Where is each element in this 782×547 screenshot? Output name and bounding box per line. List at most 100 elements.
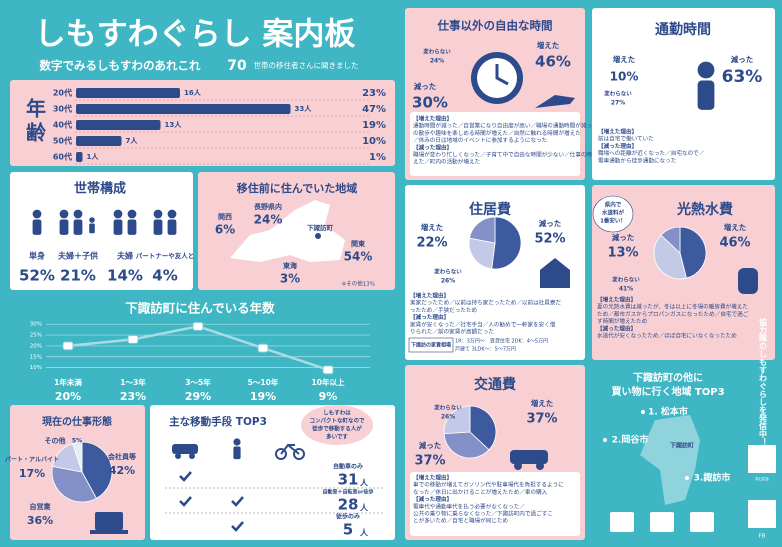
label: 3.諏訪市: [694, 472, 731, 484]
section-title: 下諏訪町の他に: [633, 371, 703, 384]
label: 変わらない: [423, 48, 451, 56]
label: 単身: [29, 251, 45, 261]
y-tick-label: 10%: [30, 365, 42, 371]
label: 36%: [27, 514, 53, 527]
y-tick-label: 15%: [30, 354, 42, 360]
shop-icon: [690, 512, 714, 532]
label: 東海: [283, 261, 297, 270]
laptop-icon: [90, 530, 128, 534]
label: 60代: [53, 152, 72, 162]
reason-text: 実家だったため／以前は持ち家だったため／以前は社員寮だ: [410, 299, 561, 307]
label: パート・アルバイト: [5, 456, 59, 464]
label: 26%: [441, 278, 455, 285]
label: 7人: [126, 136, 139, 145]
label: 人: [360, 503, 369, 513]
pie-slice: [51, 465, 97, 503]
label: その他: [45, 436, 66, 445]
reason-text: 【増えた理由】: [597, 296, 636, 304]
y-tick-label: 25%: [30, 333, 42, 339]
point: [322, 365, 334, 375]
label: 増えた: [613, 54, 636, 64]
place-marker: [603, 438, 607, 442]
reason-text: 【減った理由】: [597, 324, 636, 332]
label: 50代: [53, 136, 72, 146]
reason-text: 車での移動が増えてガソリン代や駐車場代を負担するように: [413, 481, 564, 489]
person-icon: [153, 219, 163, 235]
clock-icon: [495, 64, 509, 86]
label: 夫婦: [116, 251, 133, 261]
y-tick-label: 30%: [30, 322, 42, 328]
pie-slice: [81, 441, 113, 499]
person-icon: [167, 209, 177, 219]
reason-text: りられた／前の家賃が高額だった: [410, 328, 494, 336]
label: 1番安い！: [600, 217, 626, 225]
label: 10%: [362, 136, 386, 147]
label: 2.岡谷市: [612, 434, 649, 446]
label: 県内で: [605, 201, 622, 209]
person-icon: [32, 219, 42, 235]
panel: [592, 8, 775, 180]
reason-text: の散歩や趣味を楽しめる時間が増えた／自然に触れる時間が増えた: [413, 129, 581, 137]
label: 4%: [152, 267, 177, 285]
data-label: 20%: [55, 390, 81, 403]
section-title: 交通費: [474, 376, 516, 393]
section-title: 現在の仕事形態: [42, 415, 112, 428]
section-title: 住居費: [469, 201, 511, 218]
section-title: 通勤時間: [655, 21, 711, 38]
laptop-icon: [95, 512, 123, 530]
person-icon: [73, 219, 83, 235]
label: 会社員等: [108, 452, 136, 461]
car-icon: [514, 462, 522, 470]
label: パートナーや友人と: [136, 251, 195, 260]
label: 水道料が: [602, 209, 625, 217]
label: 33人: [295, 104, 313, 113]
reason-text: 【増えた理由】: [413, 115, 452, 123]
label: コンパクトな町なので: [309, 417, 365, 425]
side-message: 協力隊のしもすわぐらしを発信中！: [758, 317, 768, 446]
label: 関東: [351, 239, 366, 248]
rent-text: 戸建て 3LDK〜：5〜7万円: [455, 346, 516, 353]
data-label: 23%: [120, 390, 146, 403]
section-title: 買い物に行く地域 TOP3: [611, 385, 724, 398]
reason-text: 【減った理由】: [413, 143, 452, 151]
subtitle: 数字でみるしもすわのあれこれ: [40, 59, 201, 73]
map-shape: [230, 200, 345, 262]
label: 夫婦＋子供: [57, 251, 98, 261]
person-icon: [89, 223, 95, 234]
label: 増えた: [421, 222, 444, 232]
line-series: [67, 325, 329, 372]
pie-slice: [660, 226, 681, 254]
label: 24%: [430, 58, 444, 65]
label: 多いです: [326, 433, 348, 441]
label: 17%: [19, 467, 45, 480]
reason-text: 【減った理由】: [413, 495, 452, 503]
label: 変わらない: [434, 268, 462, 276]
check-mark: [231, 496, 244, 507]
person-icon: [127, 209, 137, 219]
person-icon: [89, 217, 95, 223]
label: 24%: [254, 213, 283, 227]
reason-text: 職場が変わり忙しくなった／子育て中で自由な時間が少ない／仕事の時間が増: [413, 151, 609, 159]
label: 長野県内: [254, 202, 282, 211]
x-tick-label: 3〜5年: [185, 377, 211, 387]
label: 46%: [535, 53, 571, 71]
link-label: FB: [759, 534, 766, 540]
place-marker: [685, 476, 689, 480]
point: [62, 341, 74, 351]
bike-icon: [293, 448, 305, 460]
label: 増えた: [531, 398, 554, 408]
x-tick-label: 1〜3年: [120, 377, 146, 387]
person-icon: [153, 209, 163, 219]
label: 10%: [610, 70, 639, 84]
reason-text: えた／町内の活動が増えた: [413, 158, 481, 166]
section-title: 主な移動手段 TOP3: [169, 415, 267, 428]
label: 減った: [539, 218, 562, 228]
bike-icon: [275, 448, 287, 460]
label: 54%: [344, 250, 373, 264]
label: 徒歩のみ: [335, 513, 360, 521]
label: 下諏訪町: [307, 223, 334, 232]
reason-text: とが多いため／自宅と職場が同じため: [413, 517, 509, 525]
reason-text: 前は自宅で働いていた: [598, 135, 654, 143]
gas-icon: [738, 268, 758, 294]
